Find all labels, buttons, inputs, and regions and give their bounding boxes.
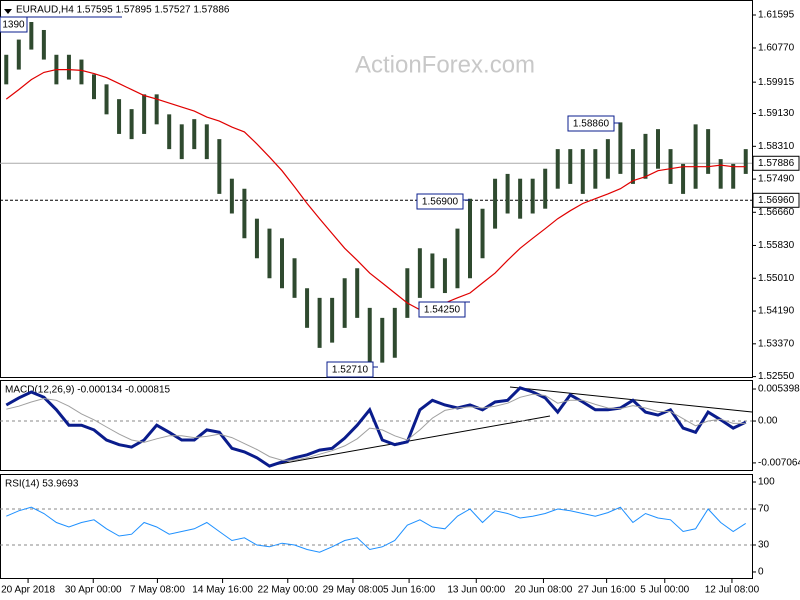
y-tick-label: 30	[758, 540, 770, 551]
x-tick-label: 20 Jun 08:00	[515, 585, 573, 596]
macd-panel	[0, 380, 753, 471]
x-tick-label: 22 May 00:00	[257, 585, 318, 596]
annotation-box	[326, 361, 374, 378]
panel-title: RSI(14) 53.9693	[5, 479, 79, 490]
price-label: 1.56960	[758, 195, 795, 206]
x-tick-label: 12 Jul 08:00	[705, 585, 760, 596]
x-tick-label: 27 Jun 16:00	[578, 585, 636, 596]
y-tick-label: 1.61595	[758, 10, 795, 21]
indicator-line	[6, 506, 746, 553]
indicator-line	[6, 393, 746, 461]
indicator-line	[5, 386, 747, 468]
y-tick-label: 0.005398	[758, 384, 800, 395]
annotation-box	[416, 193, 464, 210]
y-tick-label: 1.56660	[758, 207, 795, 218]
annotation: 1390	[2, 20, 25, 31]
x-tick-label: 5 Jul 00:00	[640, 585, 689, 596]
y-tick-label: 1.53370	[758, 338, 795, 349]
x-tick-label: 13 Jun 00:00	[447, 585, 505, 596]
annotation-box	[0, 16, 28, 33]
y-tick-label: 1.55830	[758, 240, 795, 251]
price-label: 1.57886	[758, 158, 795, 169]
y-tick-label: 1.60770	[758, 43, 795, 54]
y-tick-label: 1.57490	[758, 174, 795, 185]
annotation: 1.54250	[424, 305, 461, 316]
x-tick-label: 30 Apr 00:00	[65, 585, 122, 596]
annotation-box	[567, 115, 615, 132]
price-panel	[0, 0, 753, 378]
annotation: 1.56900	[422, 197, 459, 208]
symbol-header: EURAUD,H4 1.57595 1.57895 1.57527 1.5788…	[16, 5, 230, 16]
y-tick-label: 100	[758, 477, 775, 488]
y-tick-label: 70	[758, 504, 770, 515]
watermark: ActionForex.com	[355, 51, 535, 78]
y-tick-label: 1.54190	[758, 306, 795, 317]
y-tick-label: 1.59130	[758, 108, 795, 119]
panel-title: MACD(12,26,9) -0.000134 -0.000815	[5, 385, 171, 396]
moving-average	[5, 69, 746, 311]
x-tick-label: 29 May 08:00	[323, 585, 384, 596]
y-tick-label: -0.007064	[758, 458, 800, 469]
annotation: 1.58860	[573, 119, 610, 130]
x-tick-label: 20 Apr 2018	[1, 585, 55, 596]
rsi-panel	[0, 474, 753, 579]
y-tick-label: 1.59915	[758, 77, 795, 88]
price-label-box	[752, 155, 800, 171]
y-tick-label: 0	[758, 567, 764, 578]
trendline	[509, 386, 753, 413]
y-tick-label: 1.58310	[758, 141, 795, 152]
x-tick-label: 14 May 16:00	[192, 585, 253, 596]
y-tick-label: 1.55010	[758, 273, 795, 284]
x-tick-label: 7 May 08:00	[130, 585, 185, 596]
menu-icon	[4, 9, 12, 14]
y-tick-label: 0.00	[758, 416, 778, 427]
annotation-box	[418, 301, 466, 318]
y-tick-label: 1.52550	[758, 371, 795, 382]
price-label-box	[752, 192, 800, 208]
x-tick-label: 5 Jun 16:00	[383, 585, 436, 596]
annotation: 1.52710	[332, 365, 369, 376]
